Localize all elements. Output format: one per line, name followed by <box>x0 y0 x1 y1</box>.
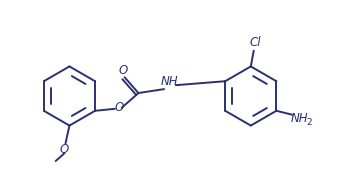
Text: O: O <box>60 143 69 156</box>
Text: Cl: Cl <box>250 36 262 49</box>
Text: NH: NH <box>161 75 179 88</box>
Text: NH: NH <box>290 112 308 125</box>
Text: 2: 2 <box>306 118 312 127</box>
Text: O: O <box>114 101 123 114</box>
Text: O: O <box>118 64 127 77</box>
